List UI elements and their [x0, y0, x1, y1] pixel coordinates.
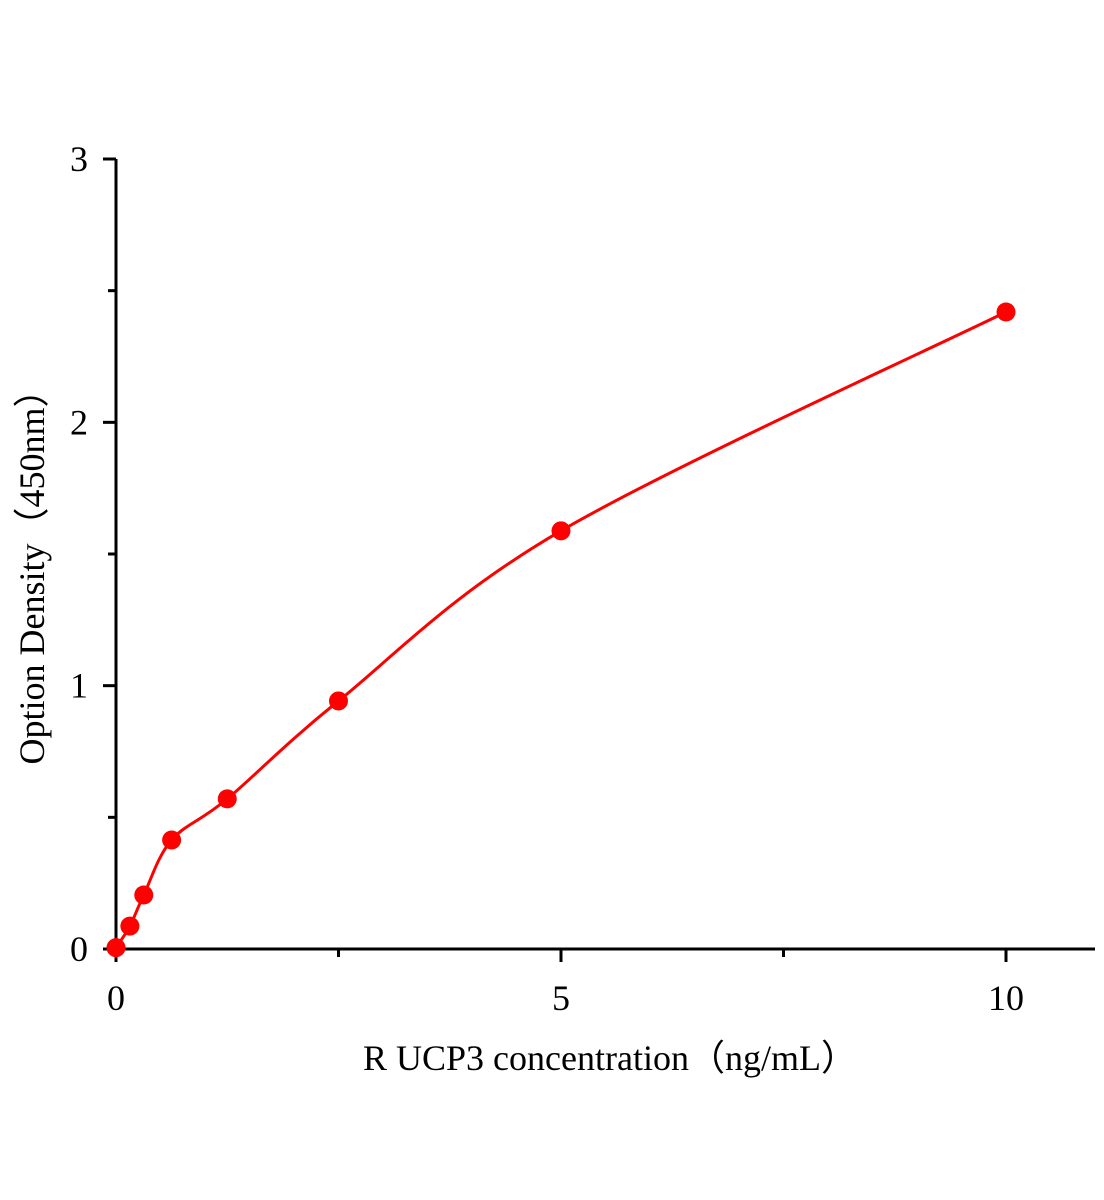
- y-tick-label: 0: [70, 929, 88, 969]
- data-point: [106, 938, 126, 958]
- ticks: 0 5 10 0 1 2 3: [70, 139, 1024, 1018]
- data-point: [329, 691, 348, 711]
- x-axis-label: R UCP3 concentration（ng/mL）: [363, 1038, 857, 1078]
- y-axis-label: Option Density（450nm）: [12, 372, 52, 765]
- x-tick-label: 0: [107, 978, 125, 1018]
- axes: [103, 159, 1095, 962]
- x-tick-label: 5: [552, 978, 570, 1018]
- fit-curve: [114, 310, 1007, 949]
- data-point: [120, 916, 140, 936]
- y-tick-label: 3: [70, 139, 88, 179]
- y-tick-label: 2: [70, 402, 88, 442]
- data-point: [162, 830, 182, 850]
- x-tick-label: 10: [988, 978, 1024, 1018]
- data-points: [106, 302, 1016, 958]
- data-point: [996, 302, 1016, 322]
- data-point: [134, 885, 154, 905]
- data-point: [551, 521, 571, 541]
- data-point: [217, 789, 237, 809]
- y-tick-label: 1: [70, 666, 88, 706]
